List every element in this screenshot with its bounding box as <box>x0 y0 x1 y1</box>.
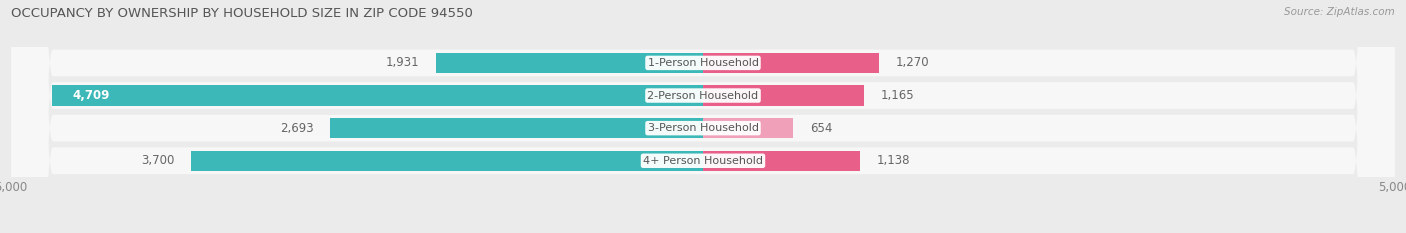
Text: 3-Person Household: 3-Person Household <box>648 123 758 133</box>
Text: 1,931: 1,931 <box>385 56 419 69</box>
Text: 4,709: 4,709 <box>72 89 110 102</box>
Bar <box>703 151 860 171</box>
Text: 654: 654 <box>810 122 832 135</box>
Text: 1,270: 1,270 <box>896 56 929 69</box>
Bar <box>703 86 865 106</box>
Bar <box>330 118 703 138</box>
Text: 1,165: 1,165 <box>880 89 914 102</box>
FancyBboxPatch shape <box>11 0 1395 233</box>
Text: 2,693: 2,693 <box>280 122 314 135</box>
Text: OCCUPANCY BY OWNERSHIP BY HOUSEHOLD SIZE IN ZIP CODE 94550: OCCUPANCY BY OWNERSHIP BY HOUSEHOLD SIZE… <box>11 7 474 20</box>
Bar <box>52 86 703 106</box>
Bar <box>703 53 879 73</box>
Text: 4+ Person Household: 4+ Person Household <box>643 156 763 166</box>
FancyBboxPatch shape <box>11 0 1395 233</box>
Text: Source: ZipAtlas.com: Source: ZipAtlas.com <box>1284 7 1395 17</box>
Text: 1-Person Household: 1-Person Household <box>648 58 758 68</box>
Text: 1,138: 1,138 <box>877 154 911 167</box>
Bar <box>436 53 703 73</box>
Bar <box>191 151 703 171</box>
FancyBboxPatch shape <box>11 0 1395 233</box>
Bar <box>703 118 793 138</box>
FancyBboxPatch shape <box>11 0 1395 233</box>
Text: 3,700: 3,700 <box>141 154 174 167</box>
Text: 2-Person Household: 2-Person Household <box>647 91 759 100</box>
